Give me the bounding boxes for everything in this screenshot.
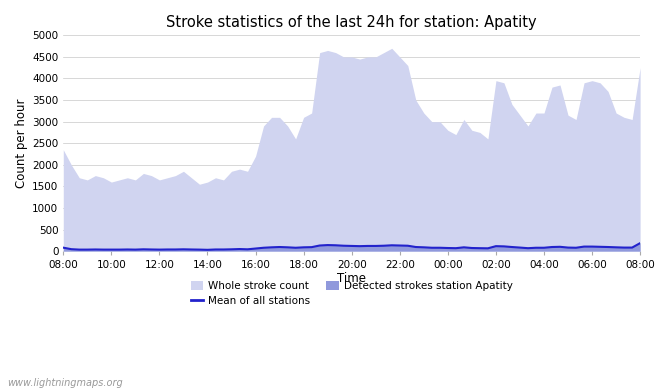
Legend: Whole stroke count, Mean of all stations, Detected strokes station Apatity: Whole stroke count, Mean of all stations… (186, 277, 517, 311)
Y-axis label: Count per hour: Count per hour (15, 99, 28, 188)
Title: Stroke statistics of the last 24h for station: Apatity: Stroke statistics of the last 24h for st… (166, 15, 537, 30)
Text: www.lightningmaps.org: www.lightningmaps.org (7, 378, 123, 388)
X-axis label: Time: Time (337, 271, 366, 285)
